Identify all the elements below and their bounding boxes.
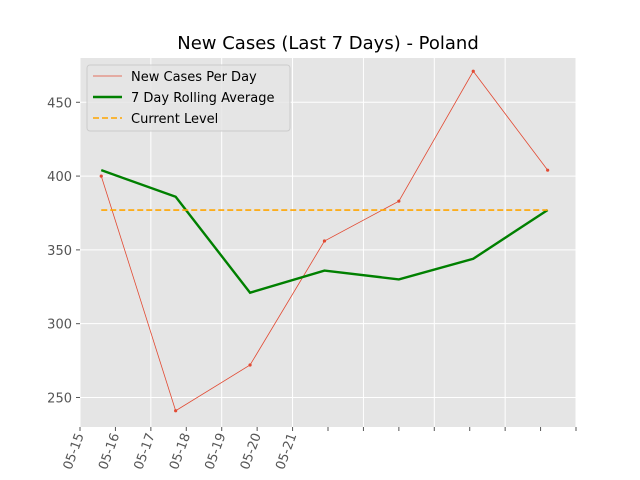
y-tick-label: 450 <box>47 96 72 111</box>
data-point <box>397 199 401 203</box>
legend: New Cases Per Day 7 Day Rolling Average … <box>86 64 291 132</box>
y-tick-label: 400 <box>47 170 72 185</box>
legend-label-rolling-average: 7 Day Rolling Average <box>131 91 274 106</box>
series-layer <box>99 69 550 413</box>
x-tick-label: 05-19 <box>202 431 229 472</box>
data-point <box>248 363 252 367</box>
data-point <box>322 239 327 243</box>
x-tick-label: 05-16 <box>96 431 123 472</box>
x-tick-label: 05-15 <box>61 431 88 472</box>
y-tick-label: 350 <box>47 244 72 259</box>
y-axis: 250 300 350 400 450 <box>47 96 80 406</box>
data-point <box>174 409 178 413</box>
legend-box <box>86 64 291 132</box>
data-point <box>471 69 475 73</box>
x-tick-label: 05-20 <box>238 431 265 472</box>
chart-title: New Cases (Last 7 Days) - Poland <box>177 33 479 54</box>
data-point <box>546 168 550 172</box>
x-tick-label: 05-21 <box>273 431 300 472</box>
legend-label-new-cases: New Cases Per Day <box>131 70 257 85</box>
x-axis: 05-15 05-16 05-17 05-18 05-19 05-20 05-21 <box>61 427 577 472</box>
x-tick-label: 05-17 <box>132 431 159 472</box>
y-tick-label: 300 <box>47 318 72 333</box>
x-tick-label: 05-18 <box>167 431 194 472</box>
legend-label-current-level: Current Level <box>131 112 218 127</box>
data-point <box>99 174 103 178</box>
series-rolling-average-line <box>100 169 549 295</box>
y-tick-label: 250 <box>47 391 72 406</box>
